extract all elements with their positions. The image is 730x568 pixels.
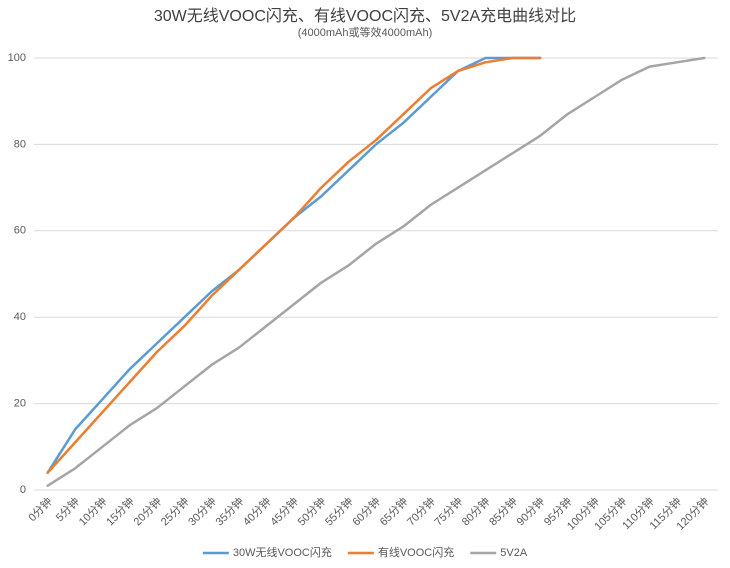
y-tick-label: 40 bbox=[14, 311, 26, 323]
x-tick-label: 60分钟 bbox=[349, 494, 383, 528]
y-tick-label: 0 bbox=[20, 484, 26, 496]
x-tick-label: 85分钟 bbox=[486, 494, 520, 528]
series-line bbox=[46, 56, 706, 487]
x-tick-label: 50分钟 bbox=[294, 494, 328, 528]
x-tick-label: 0分钟 bbox=[25, 494, 55, 524]
x-tick-label: 30分钟 bbox=[185, 494, 219, 528]
x-tick-label: 15分钟 bbox=[103, 494, 137, 528]
x-tick-label: 55分钟 bbox=[322, 494, 356, 528]
series-line bbox=[46, 56, 542, 474]
chart-subtitle: (4000mAh或等效4000mAh) bbox=[298, 25, 433, 39]
x-tick-label: 35分钟 bbox=[212, 494, 246, 528]
x-tick-label: 45分钟 bbox=[267, 494, 301, 528]
series-line bbox=[46, 56, 542, 474]
x-tick-label: 75分钟 bbox=[431, 494, 465, 528]
x-tick-label: 40分钟 bbox=[240, 494, 274, 528]
x-tick-label: 65分钟 bbox=[376, 494, 410, 528]
y-tick-label: 100 bbox=[8, 52, 26, 64]
x-tick-label: 70分钟 bbox=[404, 494, 438, 528]
y-tick-label: 20 bbox=[14, 398, 26, 410]
y-tick-label: 60 bbox=[14, 225, 26, 237]
legend-label: 有线VOOC闪充 bbox=[378, 545, 454, 559]
x-tick-label: 90分钟 bbox=[513, 494, 547, 528]
x-tick-label: 20分钟 bbox=[130, 494, 164, 528]
x-tick-label: 10分钟 bbox=[75, 494, 109, 528]
chart-title: 30W无线VOOC闪充、有线VOOC闪充、5V2A充电曲线对比 bbox=[154, 7, 576, 25]
legend-label: 30W无线VOOC闪充 bbox=[233, 545, 332, 559]
legend-label: 5V2A bbox=[500, 547, 528, 559]
x-tick-label: 25分钟 bbox=[158, 494, 192, 528]
x-tick-label: 80分钟 bbox=[458, 494, 492, 528]
y-tick-label: 80 bbox=[14, 138, 26, 150]
